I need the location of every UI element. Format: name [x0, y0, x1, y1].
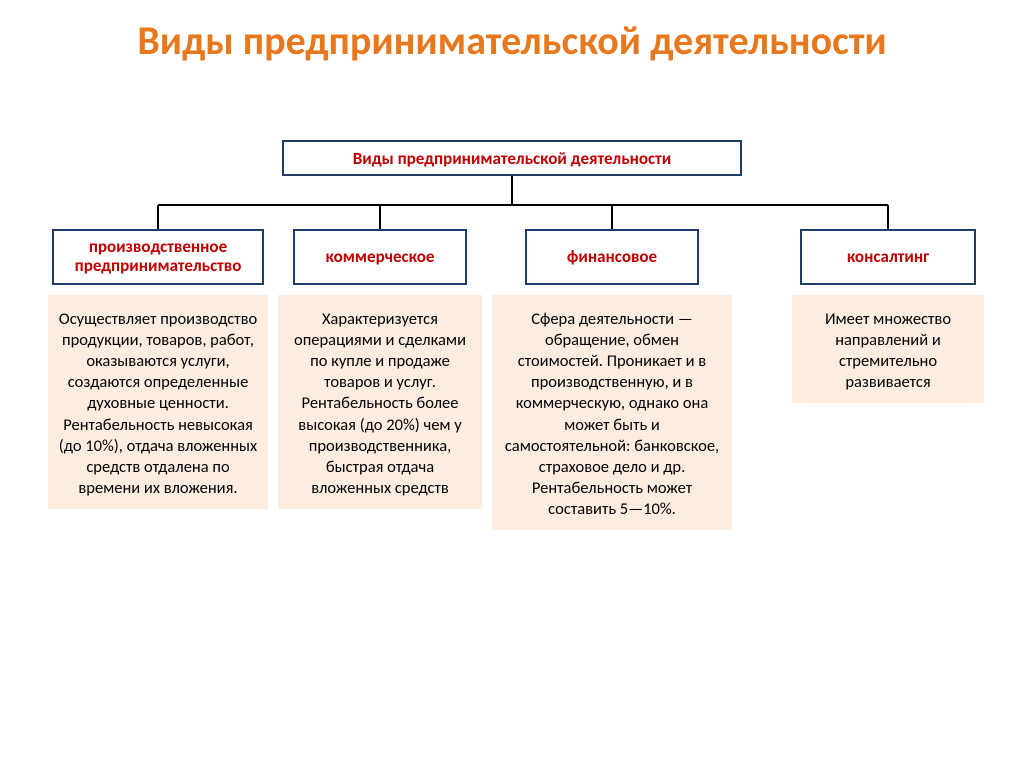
category-production: производственное предпринимательство	[52, 229, 264, 285]
page-title: Виды предпринимательской деятельности	[0, 18, 1024, 64]
category-label: производственное предпринимательство	[58, 238, 258, 275]
category-financial: финансовое	[525, 229, 699, 285]
category-label: консалтинг	[847, 248, 929, 267]
category-consulting: консалтинг	[800, 229, 976, 285]
description-consulting: Имеет множество направлений и стремитель…	[792, 295, 984, 403]
category-commercial: коммерческое	[293, 229, 467, 285]
root-node-label: Виды предпринимательской деятельности	[353, 148, 671, 169]
root-node: Виды предпринимательской деятельности	[282, 140, 742, 176]
category-label: коммерческое	[326, 248, 435, 267]
description-financial: Сфера деятельности — обращение, обмен ст…	[492, 295, 732, 530]
description-commercial: Характеризуется операциями и сделками по…	[278, 295, 482, 509]
category-label: финансовое	[567, 248, 657, 267]
description-production: Осуществляет производство продукции, тов…	[48, 295, 268, 509]
